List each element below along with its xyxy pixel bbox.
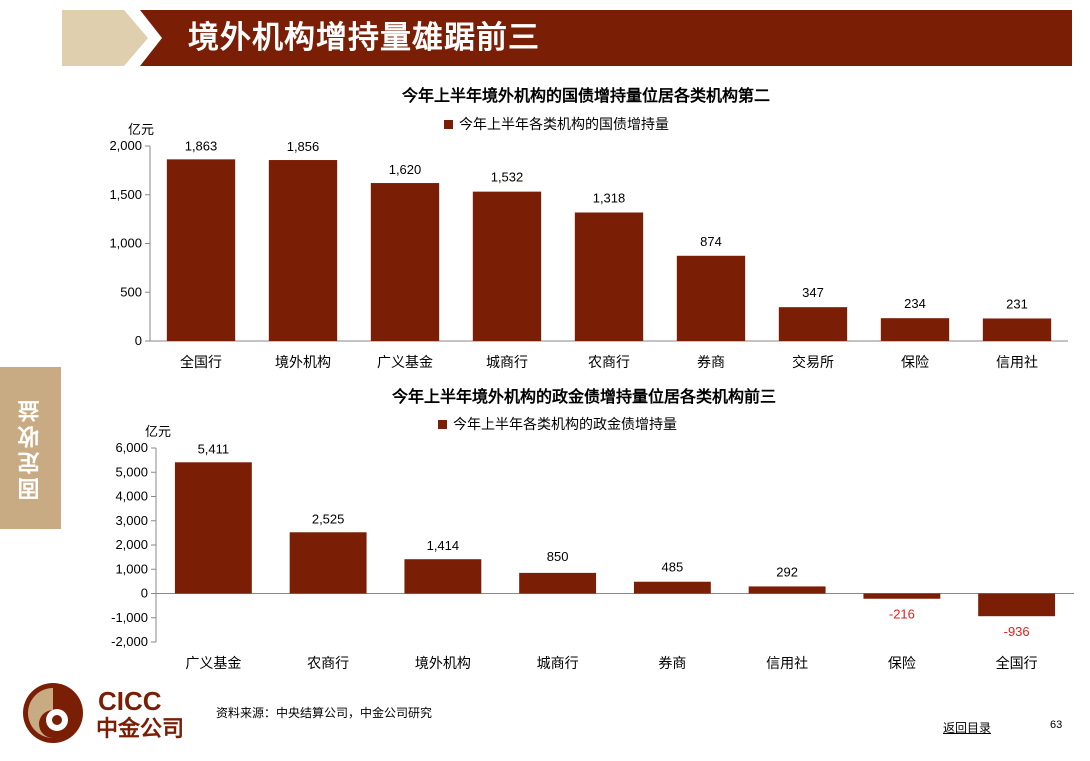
- data-label: 485: [662, 560, 684, 575]
- x-tick-label: 城商行: [537, 656, 579, 672]
- x-tick-label: 信用社: [996, 355, 1038, 371]
- x-tick-label: 保险: [901, 355, 929, 371]
- x-tick-label: 全国行: [996, 655, 1038, 672]
- data-label: 2,525: [312, 511, 345, 526]
- data-label: 5,411: [198, 441, 230, 456]
- x-tick-label: 城商行: [486, 355, 528, 371]
- bar: [880, 318, 950, 341]
- data-label: 292: [776, 564, 798, 579]
- x-tick-label: 广义基金: [185, 655, 241, 672]
- y-tick-label: -2,000: [111, 634, 148, 649]
- data-label: 347: [802, 285, 824, 300]
- data-label: 1,318: [593, 190, 626, 205]
- bar: [574, 212, 644, 341]
- legend-swatch: [438, 420, 447, 429]
- cicc-logo: CICC 中金公司: [23, 683, 184, 743]
- source-note: 资料来源：中央结算公司，中金公司研究: [216, 706, 433, 720]
- page-title: 境外机构增持量雄踞前三: [188, 20, 540, 56]
- data-label: 231: [1006, 296, 1028, 311]
- bar: [676, 255, 746, 341]
- data-label: -936: [1004, 624, 1030, 639]
- bar: [519, 572, 597, 594]
- y-tick-label: 6,000: [115, 440, 148, 455]
- data-label: 1,856: [287, 139, 320, 154]
- data-label: 850: [547, 549, 569, 564]
- bar: [404, 559, 482, 594]
- y-tick-label: 2,000: [115, 537, 148, 552]
- page-number: 63: [1050, 719, 1063, 731]
- logo-en: CICC: [98, 686, 162, 716]
- data-label: 874: [700, 234, 722, 249]
- y-tick-label: 3,000: [115, 513, 148, 528]
- y-axis-unit: 亿元: [145, 425, 171, 440]
- header-bar: [140, 10, 1072, 66]
- header-chevron: [62, 10, 148, 66]
- side-tab: [0, 367, 61, 529]
- y-tick-label: 4,000: [115, 489, 148, 504]
- bar: [289, 532, 367, 594]
- x-tick-label: 广义基金: [377, 354, 433, 371]
- bar: [982, 318, 1052, 341]
- y-tick-label: 0: [135, 333, 142, 348]
- bar: [370, 183, 440, 341]
- bar: [978, 593, 1056, 617]
- bar: [778, 307, 848, 341]
- y-tick-label: 0: [141, 586, 148, 601]
- x-tick-label: 农商行: [307, 656, 349, 672]
- x-tick-label: 交易所: [792, 354, 834, 371]
- y-tick-label: -1,000: [111, 610, 148, 625]
- x-tick-label: 全国行: [180, 354, 222, 371]
- logo-cn: 中金公司: [96, 716, 184, 742]
- y-tick-label: 1,500: [109, 187, 142, 202]
- data-label: -216: [889, 607, 915, 622]
- y-axis-unit: 亿元: [128, 123, 154, 138]
- data-label: 234: [904, 296, 926, 311]
- legend-swatch: [444, 120, 453, 129]
- y-tick-label: 500: [120, 284, 142, 299]
- x-tick-label: 信用社: [766, 656, 808, 672]
- y-tick-label: 2,000: [109, 138, 142, 153]
- x-tick-label: 券商: [658, 656, 686, 672]
- x-tick-label: 农商行: [588, 355, 630, 371]
- x-tick-label: 境外机构: [415, 656, 471, 672]
- y-tick-label: 5,000: [115, 464, 148, 479]
- bar: [166, 159, 236, 341]
- bar: [174, 462, 252, 594]
- y-tick-label: 1,000: [109, 236, 142, 251]
- bar: [472, 191, 542, 341]
- data-label: 1,863: [185, 138, 218, 153]
- legend-label: 今年上半年各类机构的政金债增持量: [453, 417, 677, 433]
- bar: [633, 581, 711, 594]
- data-label: 1,532: [491, 170, 524, 185]
- bar: [268, 160, 338, 341]
- x-tick-label: 保险: [888, 656, 916, 672]
- bar: [748, 586, 826, 594]
- chart-title: 今年上半年境外机构的国债增持量位居各类机构第二: [401, 86, 770, 105]
- chart-title: 今年上半年境外机构的政金债增持量位居各类机构前三: [391, 387, 776, 406]
- x-tick-label: 境外机构: [275, 355, 331, 371]
- data-label: 1,414: [427, 538, 460, 553]
- y-tick-label: 1,000: [115, 561, 148, 576]
- legend-label: 今年上半年各类机构的国债增持量: [459, 117, 669, 133]
- chart-policy-bank-bond-holdings: 今年上半年境外机构的政金债增持量位居各类机构前三今年上半年各类机构的政金债增持量…: [111, 387, 1074, 672]
- x-tick-label: 券商: [697, 355, 725, 371]
- data-label: 1,620: [389, 162, 422, 177]
- back-to-contents-link[interactable]: 返回目录: [943, 721, 992, 735]
- bar: [863, 593, 941, 599]
